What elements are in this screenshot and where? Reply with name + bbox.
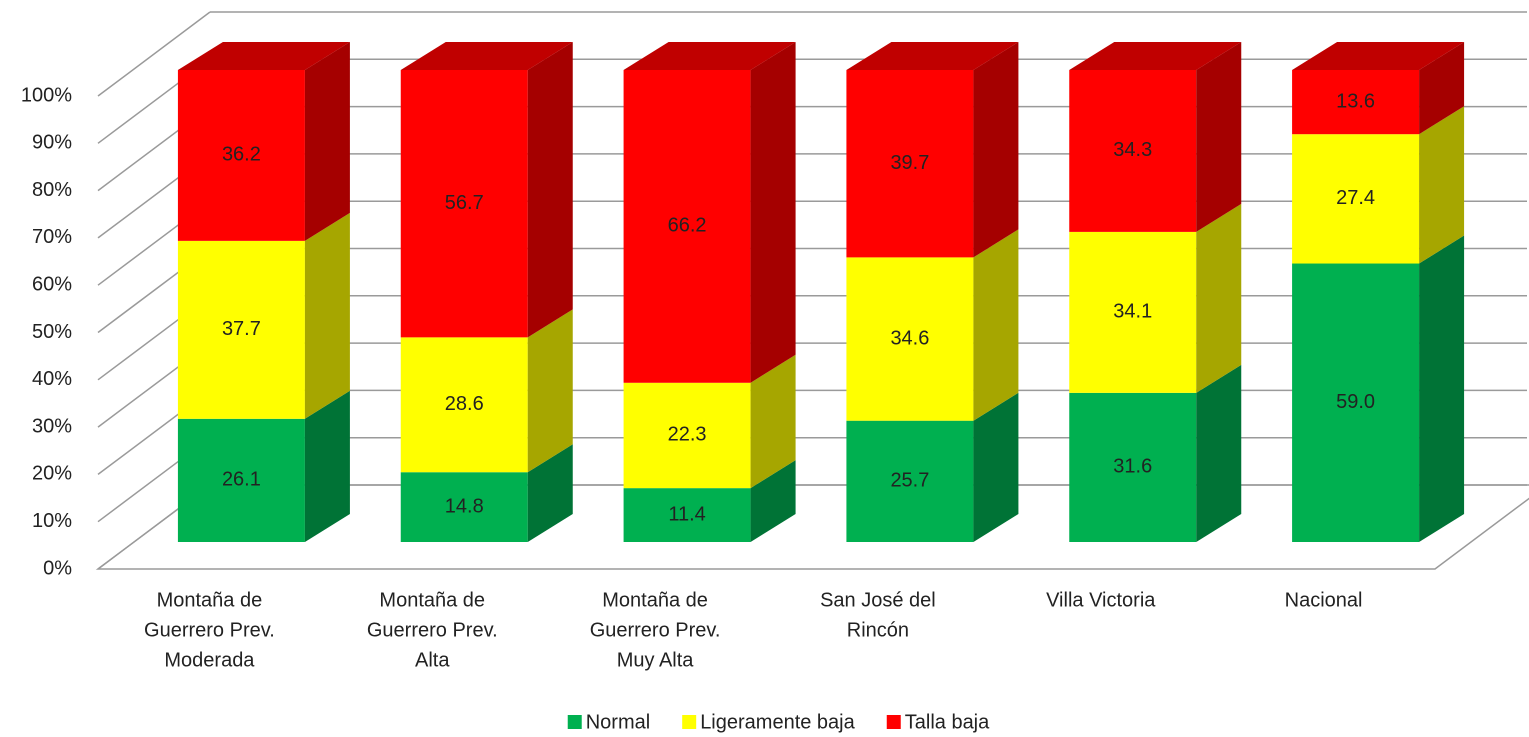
bar-side <box>304 390 350 542</box>
y-tick-label: 100% <box>21 84 72 106</box>
y-tick-label: 90% <box>32 132 72 154</box>
bar-side <box>973 392 1019 542</box>
legend-label: Talla baja <box>905 711 990 733</box>
bar-segment <box>846 70 974 258</box>
data-label: 22.3 <box>668 424 707 446</box>
x-tick-label: Montaña de <box>157 589 263 611</box>
x-tick-label: Guerrero Prev. <box>144 619 275 641</box>
y-tick-label: 70% <box>32 226 72 248</box>
bar-side <box>1419 235 1465 542</box>
x-tick-label: Guerrero Prev. <box>367 619 498 641</box>
y-tick-label: 50% <box>32 321 72 343</box>
x-tick-label: Rincón <box>847 619 909 641</box>
x-tick-label: Villa Victoria <box>1046 589 1156 611</box>
bar-top <box>623 42 796 70</box>
bar-side <box>750 460 796 542</box>
data-label: 13.6 <box>1336 90 1375 112</box>
data-label: 34.6 <box>890 327 929 349</box>
x-tick-label: Montaña de <box>379 589 485 611</box>
bar-segment <box>1292 263 1420 542</box>
data-label: 11.4 <box>668 503 705 525</box>
bar-segment <box>623 488 751 542</box>
bar-segment <box>1069 392 1197 542</box>
bar-segment <box>623 382 751 489</box>
data-label: 14.8 <box>445 495 484 517</box>
y-tick-label: 60% <box>32 273 72 295</box>
x-tick-label: Moderada <box>164 649 255 671</box>
data-label: 31.6 <box>1113 456 1152 478</box>
data-label: 36.2 <box>222 144 261 166</box>
bar-segment <box>1292 70 1420 135</box>
legend-swatch <box>886 715 901 729</box>
grid-line <box>97 11 211 97</box>
bar-segment <box>846 420 974 542</box>
x-tick-label: Nacional <box>1285 589 1363 611</box>
data-label: 34.3 <box>1113 139 1152 161</box>
bar-top <box>846 42 1019 70</box>
legend-label: Ligeramente baja <box>700 711 855 733</box>
x-tick-label: Montaña de <box>602 589 708 611</box>
x-tick-label: Guerrero Prev. <box>590 619 721 641</box>
data-label: 34.1 <box>1113 301 1152 323</box>
bar-segment <box>400 337 528 473</box>
y-tick-label: 20% <box>32 463 72 485</box>
bar-side <box>527 42 573 338</box>
bar-segment <box>1069 70 1197 232</box>
legend-swatch <box>567 715 582 729</box>
y-tick-label: 10% <box>32 510 72 532</box>
bar-segment <box>400 70 528 338</box>
data-label: 28.6 <box>445 393 484 415</box>
bar-top <box>1069 42 1242 70</box>
bar-segment <box>846 257 974 421</box>
bar-side <box>304 212 350 419</box>
y-tick-label: 0% <box>43 557 72 579</box>
bar-segment <box>623 70 751 383</box>
bar-side <box>304 42 350 241</box>
bar-segment <box>177 240 305 419</box>
data-label: 66.2 <box>668 215 707 237</box>
legend-label: Normal <box>586 711 650 733</box>
bar-segment <box>400 472 528 542</box>
bar-side <box>527 444 573 542</box>
bar-segment <box>1292 134 1420 264</box>
data-label: 26.1 <box>222 469 261 491</box>
bar-side <box>1419 106 1465 264</box>
legend-swatch <box>682 715 697 729</box>
bar-side <box>1419 42 1465 135</box>
bar-side <box>1196 364 1242 542</box>
bar-side <box>973 42 1019 258</box>
x-tick-label: Muy Alta <box>617 649 695 671</box>
bar-top <box>177 42 350 70</box>
bar-segment <box>177 418 305 542</box>
bar-top <box>400 42 573 70</box>
data-label: 37.7 <box>222 318 261 340</box>
bar-side <box>750 42 796 383</box>
bar-side <box>1196 42 1242 232</box>
bar-side <box>973 229 1019 421</box>
data-label: 59.0 <box>1336 391 1375 413</box>
bar-side <box>527 309 573 473</box>
bar-segment <box>177 70 305 241</box>
bar-side <box>1196 203 1242 393</box>
y-tick-label: 80% <box>32 179 72 201</box>
bar-top <box>1292 42 1465 70</box>
bar-side <box>750 354 796 489</box>
x-tick-label: San José del <box>820 589 936 611</box>
data-label: 56.7 <box>445 192 484 214</box>
y-tick-label: 40% <box>32 368 72 390</box>
x-tick-label: Alta <box>415 649 450 671</box>
y-tick-label: 30% <box>32 415 72 437</box>
data-label: 27.4 <box>1336 187 1375 209</box>
bar-segment <box>1069 231 1197 393</box>
data-label: 39.7 <box>890 152 929 174</box>
data-label: 25.7 <box>890 470 929 492</box>
